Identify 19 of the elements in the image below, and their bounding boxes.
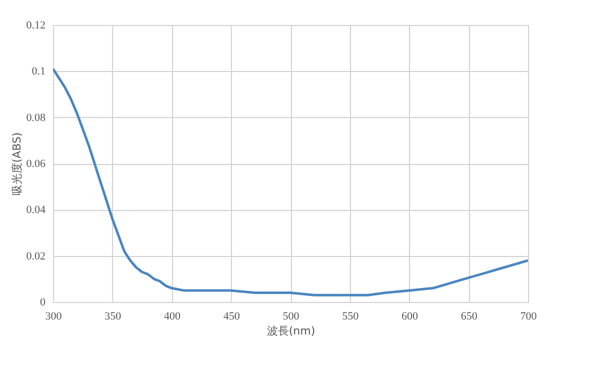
x-tick-label: 650 bbox=[460, 310, 478, 322]
y-axis-title: 吸光度(ABS) bbox=[10, 132, 24, 196]
x-tick-label: 300 bbox=[45, 310, 62, 322]
y-tick-label: 0.12 bbox=[26, 20, 46, 32]
y-tick-label: 0 bbox=[40, 296, 46, 308]
y-tick-label: 0.02 bbox=[26, 250, 46, 262]
x-axis-title: 波長(nm) bbox=[266, 324, 316, 338]
line-series bbox=[53, 68, 528, 296]
y-tick-label: 0.08 bbox=[26, 112, 46, 124]
x-tick-label: 700 bbox=[520, 310, 538, 322]
x-tick-label: 600 bbox=[402, 310, 418, 322]
y-tick-label: 0.04 bbox=[26, 204, 46, 216]
x-tick-label: 350 bbox=[104, 310, 122, 322]
x-tick-label: 400 bbox=[164, 310, 181, 322]
x-tick-label: 500 bbox=[282, 310, 300, 322]
y-tick-label: 0.06 bbox=[26, 158, 46, 170]
x-tick-label: 450 bbox=[223, 310, 240, 322]
x-tick-label: 550 bbox=[342, 310, 360, 322]
y-tick-label: 0.1 bbox=[32, 66, 46, 78]
